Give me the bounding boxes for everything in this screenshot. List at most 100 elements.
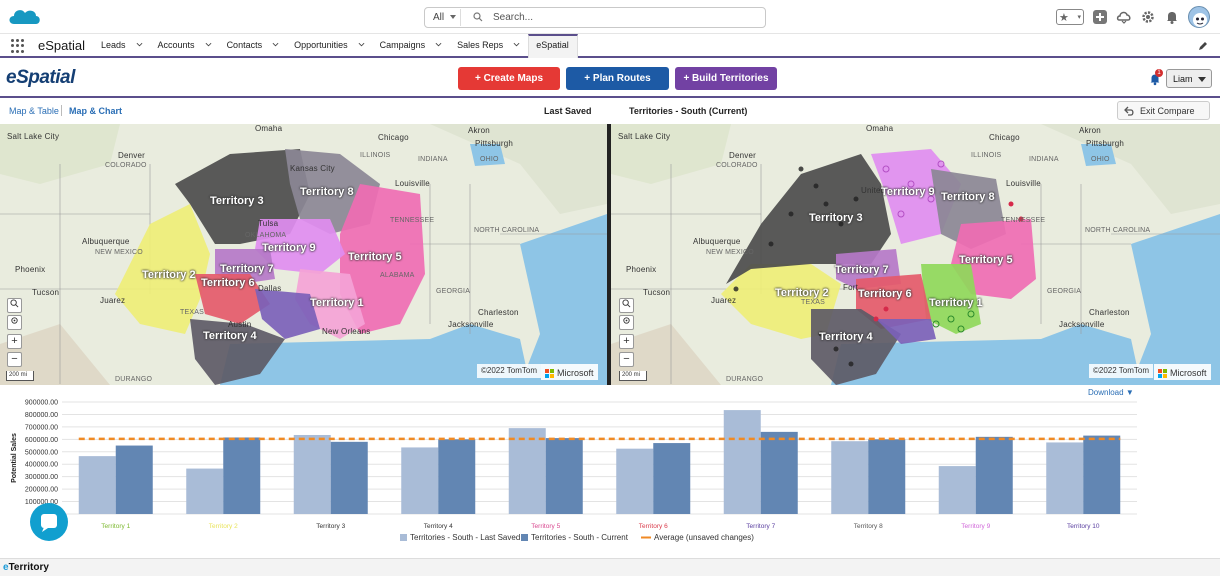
map-split-divider[interactable] (607, 124, 611, 385)
nav-item-contacts[interactable]: Contacts (220, 34, 288, 58)
y-tick-label: 700000.00 (25, 424, 58, 431)
nav-item-campaigns[interactable]: Campaigns (373, 34, 451, 58)
crosshair-icon (11, 317, 18, 324)
map-scale: 200 mi (619, 371, 647, 381)
zoom-magnifier-icon (622, 299, 631, 308)
nav-item-sales-reps[interactable]: Sales Reps (450, 34, 528, 58)
basemap-right (611, 124, 1220, 385)
territory-label[interactable]: Territory 5 (959, 254, 1013, 266)
microsoft-label: Microsoft (1170, 368, 1207, 378)
place-label: Dallas (258, 284, 282, 293)
exit-compare-button[interactable]: Exit Compare (1117, 101, 1210, 120)
favorites-button[interactable]: ★ ▾ (1056, 9, 1084, 25)
search-input[interactable]: Search... (493, 12, 534, 23)
nav-item-accounts[interactable]: Accounts (151, 34, 220, 58)
place-label: Tulsa (258, 219, 279, 228)
search-icon (473, 12, 483, 22)
add-icon[interactable] (1092, 9, 1108, 25)
territory-label[interactable]: Territory 8 (941, 191, 995, 203)
place-label: Kansas City (290, 164, 335, 173)
place-label: Juarez (711, 296, 737, 305)
basemap-left (0, 124, 607, 385)
territory-label[interactable]: Territory 5 (348, 251, 402, 263)
zoom-in-button[interactable]: + (7, 334, 22, 349)
territory-label[interactable]: Territory 3 (809, 212, 863, 224)
territory-label[interactable]: Territory 7 (220, 263, 274, 275)
place-label: INDIANA (1029, 156, 1059, 163)
map-current[interactable]: Salt Lake City Denver COLORADO Albuquerq… (611, 124, 1220, 385)
caret-down-icon: ▾ (1077, 14, 1081, 21)
zoom-out-button[interactable]: − (7, 352, 22, 367)
territory-label[interactable]: Territory 2 (142, 269, 196, 281)
territory-label[interactable]: Territory 6 (201, 277, 255, 289)
territory-utility-item[interactable]: eTerritory (3, 562, 49, 573)
nav-item-label: Campaigns (379, 40, 426, 50)
place-label: OHIO (1091, 156, 1110, 163)
place-label: Omaha (866, 124, 894, 133)
gear-icon[interactable] (1140, 9, 1156, 25)
chevron-down-icon[interactable] (435, 41, 442, 48)
nav-item-leads[interactable]: Leads (94, 34, 151, 58)
territory-label[interactable]: Territory 7 (835, 264, 889, 276)
app-launcher-icon[interactable] (11, 39, 25, 53)
chevron-down-icon[interactable] (136, 41, 143, 48)
territory-label[interactable]: Territory 2 (775, 287, 829, 299)
zoom-area-button[interactable] (7, 298, 22, 313)
territory-label[interactable]: Territory 1 (310, 297, 364, 309)
notifications-bell-icon[interactable] (1164, 9, 1180, 25)
sales-points (733, 166, 859, 367)
global-search[interactable]: All Search... (424, 7, 766, 28)
header-icons: ★ ▾ (1056, 5, 1210, 29)
microsoft-logo-icon (1158, 368, 1167, 378)
map-table-link[interactable]: Map & Table (9, 106, 59, 116)
chevron-down-icon[interactable] (358, 41, 365, 48)
build-territories-button[interactable]: + Build Territories (675, 67, 777, 90)
place-label: TEXAS (180, 309, 204, 316)
territory-label[interactable]: Territory 1 (929, 297, 983, 309)
chat-launcher-button[interactable] (30, 503, 68, 541)
plan-routes-button[interactable]: + Plan Routes (566, 67, 669, 90)
place-label: INDIANA (418, 156, 448, 163)
undo-arrow-icon (1124, 106, 1134, 116)
chevron-down-icon[interactable] (513, 41, 520, 48)
territory-label[interactable]: Territory 9 (881, 186, 935, 198)
territory-label[interactable]: Territory 4 (203, 330, 257, 342)
map-chart-link[interactable]: Map & Chart (69, 106, 123, 116)
zoom-area-button[interactable] (619, 298, 634, 313)
edit-nav-pencil-icon[interactable] (1198, 41, 1208, 51)
create-maps-button[interactable]: + Create Maps (458, 67, 560, 90)
chevron-down-icon[interactable] (272, 41, 279, 48)
zoom-out-button[interactable]: − (619, 352, 634, 367)
territory-label[interactable]: Territory 9 (262, 242, 316, 254)
map-attribution: ©2022 TomTom (477, 364, 541, 378)
place-label: Phoenix (15, 265, 46, 274)
map-last-saved[interactable]: Salt Lake City Denver COLORADO Albuquerq… (0, 124, 607, 385)
download-menu[interactable]: Download ▼ (1088, 388, 1134, 397)
chevron-down-icon[interactable] (205, 41, 212, 48)
place-label: Salt Lake City (618, 132, 671, 141)
espatial-logo: eSpatial (6, 67, 75, 88)
territory-label[interactable]: Territory 8 (300, 186, 354, 198)
salesforce-logo[interactable] (6, 4, 42, 30)
nav-item-opportunities[interactable]: Opportunities (287, 34, 373, 58)
sales-points-red (873, 201, 1024, 322)
territory-1-region (921, 264, 981, 334)
trailhead-icon[interactable] (1116, 9, 1132, 25)
zoom-in-button[interactable]: + (619, 334, 634, 349)
search-scope-select[interactable]: All (427, 9, 461, 26)
territory-4-region (190, 319, 285, 385)
place-label: GEORGIA (436, 288, 471, 295)
sales-points-pink (882, 160, 945, 218)
nav-item-espatial[interactable]: eSpatial (528, 34, 578, 58)
territory-label[interactable]: Territory 3 (210, 195, 264, 207)
territory-label[interactable]: Territory 4 (819, 331, 873, 343)
locate-button[interactable] (619, 315, 634, 330)
user-avatar[interactable] (1188, 6, 1210, 28)
bar-last-saved (78, 456, 116, 514)
bar-current (653, 443, 691, 514)
territory-label[interactable]: Territory 6 (858, 288, 912, 300)
locate-button[interactable] (7, 315, 22, 330)
place-label: Pittsburgh (1086, 139, 1125, 148)
user-menu-button[interactable]: Liam (1166, 69, 1212, 88)
x-tick-label: Territory 9 (961, 523, 990, 530)
